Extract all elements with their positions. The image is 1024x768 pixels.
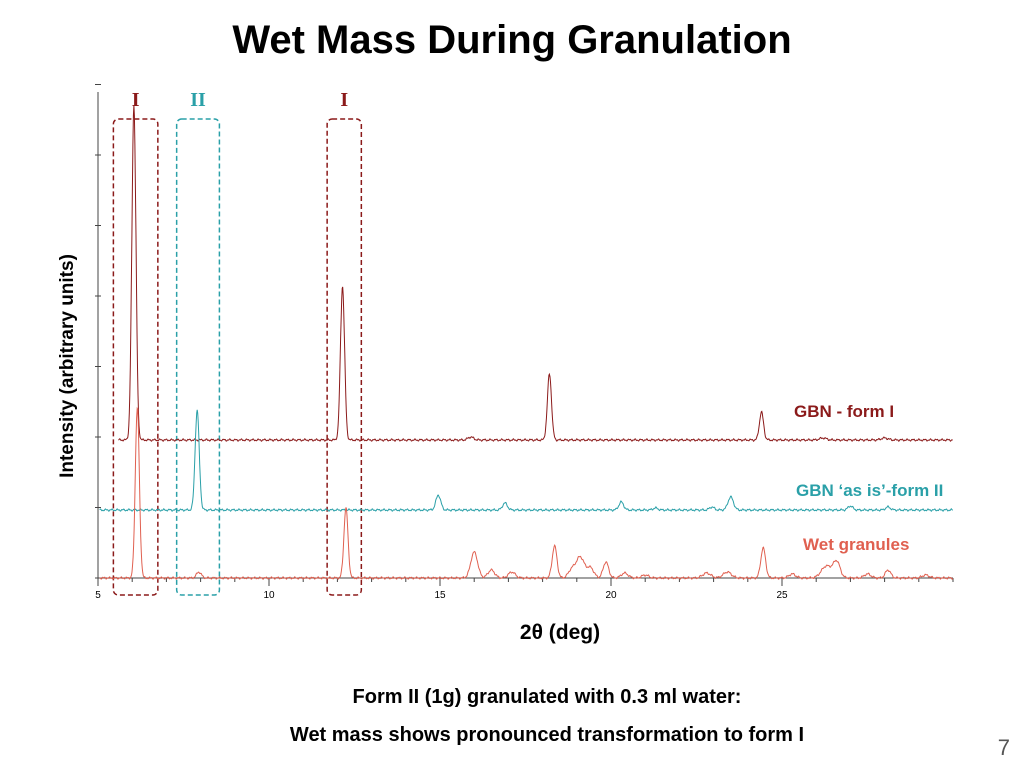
x-axis-label: 2θ (deg) (519, 621, 601, 644)
region-box-3 (326, 118, 363, 596)
region-box-1 (112, 118, 159, 596)
series-line-3 (99, 406, 954, 580)
x-tick-label: 20 (605, 590, 617, 601)
region-label-1: I (132, 89, 140, 111)
xrd-chart: 5 10 15 20 25 I II I (95, 84, 954, 601)
series-line-1 (118, 105, 953, 442)
region-label-3: I (340, 89, 348, 111)
region-label-2: II (190, 89, 206, 111)
series-lines (99, 105, 954, 580)
x-tick-label: 25 (776, 590, 788, 601)
legend-wet-granules: Wet granules (803, 535, 910, 554)
x-tick-label: 10 (263, 590, 275, 601)
page-number: 7 (997, 735, 1010, 760)
caption-line-1: Form II (1g) granulated with 0.3 ml wate… (352, 686, 742, 708)
x-tick-label: 15 (434, 590, 446, 601)
chart-axes: 5 10 15 20 25 (95, 84, 954, 601)
series-line-2 (99, 409, 953, 512)
caption-line-2: Wet mass shows pronounced transformation… (289, 724, 805, 746)
legend-form-i: GBN - form I (794, 402, 895, 421)
legend-form-ii: GBN ‘as is’-form II (796, 481, 944, 500)
page-title: Wet Mass During Granulation (232, 18, 792, 62)
y-axis-label: Intensity (arbitrary units) (57, 254, 78, 478)
region-box-2 (175, 118, 221, 596)
x-tick-label: 5 (95, 590, 101, 601)
region-boxes: I II I (112, 89, 363, 596)
